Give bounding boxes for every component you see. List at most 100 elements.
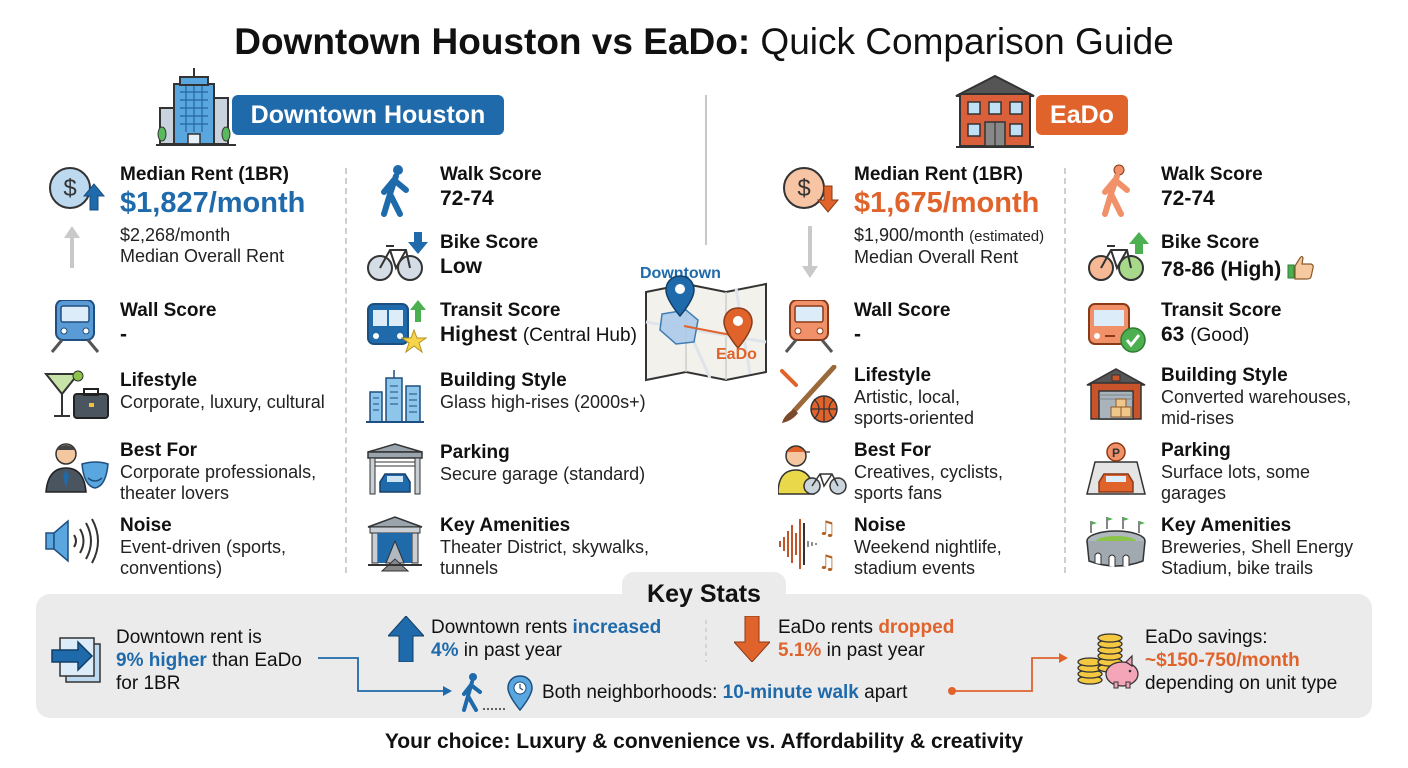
value: Converted warehouses, mid-rises (1161, 387, 1352, 428)
thumbs-up-icon (1287, 254, 1315, 287)
overall-rent-label: Median Overall Rent (120, 246, 285, 266)
heading: Median Rent (1BR) (854, 164, 1023, 185)
page-title: Downtown Houston vs EaDo: Quick Comparis… (0, 20, 1408, 64)
value: 72-74 (1161, 187, 1215, 210)
heading: Median Rent (1BR) (120, 164, 289, 185)
stat-highlight: 4% (431, 640, 459, 661)
soundwave-music-icon: ♫ ♫ (778, 515, 840, 574)
value: Creatives, cyclists, sports fans (854, 462, 1004, 503)
stat-text: depending on unit type (1145, 673, 1338, 694)
heading: Key Amenities (1161, 515, 1292, 536)
value: Glass high-rises (2000s+) (440, 392, 646, 412)
value: 72-74 (440, 187, 494, 210)
stat-walk-distance: Both neighborhoods: 10-minute walk apart (542, 681, 907, 704)
stat-highlight: increased (572, 617, 662, 638)
heading: Parking (440, 442, 510, 463)
coins-piggy-bank-icon (1076, 628, 1142, 690)
value: Weekend nightlife, stadium events (854, 537, 1002, 578)
heading: Wall Score (854, 300, 951, 321)
heading: Noise (854, 515, 906, 536)
heading: Bike Score (1161, 232, 1260, 253)
value: Highest (440, 323, 518, 346)
value: Artistic, local, sports-oriented (854, 387, 975, 428)
stat-highlight: ~$150-750/month (1145, 650, 1300, 671)
heading: Lifestyle (854, 365, 932, 386)
skyscrapers-icon (364, 370, 426, 424)
value: Corporate professionals, theater lovers (120, 462, 317, 503)
stadium-icon (1085, 515, 1147, 569)
value: Secure garage (standard) (440, 464, 646, 484)
bus-check-icon (1085, 300, 1147, 354)
speaker-icon (44, 515, 106, 569)
value: Breweries, Shell Energy Stadium, bike tr… (1161, 537, 1354, 578)
stat-highlight: 5.1% (778, 640, 822, 661)
svg-text:P: P (1112, 446, 1120, 460)
brick-house-icon (954, 74, 1036, 148)
dollar-up-icon: $ (44, 164, 106, 268)
overall-rent-note: (estimated) (969, 228, 1045, 245)
overall-rent-label: Median Overall Rent (854, 247, 1019, 267)
stat-highlight: 9% higher (116, 650, 207, 671)
rent-value: $1,827/month (120, 187, 306, 219)
heading: Walk Score (440, 164, 542, 185)
note: (Central Hub) (522, 325, 637, 346)
rent-value: $1,675/month (854, 187, 1040, 219)
map-label-eado: EaDo (716, 346, 757, 363)
stat-text: Downtown rent is (116, 627, 262, 648)
train-icon (778, 299, 840, 354)
warehouse-icon (1085, 365, 1147, 420)
bus-star-icon (364, 300, 428, 354)
stat-highlight: dropped (878, 617, 955, 638)
map-icon (640, 262, 770, 382)
value: Event-driven (sports, conventions) (120, 537, 287, 578)
heading: Transit Score (440, 300, 561, 321)
heading: Parking (1161, 440, 1231, 461)
arrow-up-icon (386, 615, 426, 663)
stat-text: than EaDo (206, 650, 302, 671)
paintbrush-basketball-icon (778, 364, 840, 423)
walking-person-icon (1085, 164, 1147, 218)
stat-eado-drop: EaDo rents dropped 5.1% in past year (778, 616, 954, 662)
bicycle-up-icon (1085, 232, 1149, 286)
dollar-down-icon: $ (778, 164, 840, 278)
heading: Bike Score (440, 232, 539, 253)
stat-highlight: 10-minute walk (722, 682, 859, 703)
stat-eado-savings: EaDo savings: ~$150-750/month depending … (1145, 626, 1337, 695)
cyclist-person-icon (777, 440, 847, 495)
heading: Noise (120, 515, 172, 536)
heading: Building Style (1161, 365, 1288, 386)
arrow-down-icon (732, 615, 772, 663)
compare-arrow-icon (50, 632, 106, 684)
downtown-badge: Downtown Houston (232, 95, 504, 135)
stat-text: apart (858, 682, 908, 703)
stat-text: EaDo rents (778, 617, 879, 638)
walking-person-icon (364, 164, 426, 218)
center-divider (705, 95, 707, 245)
heading: Best For (120, 440, 198, 461)
office-tower-icon (156, 68, 236, 148)
stat-text: in past year (458, 640, 562, 661)
stat-text: Both neighborhoods: (542, 682, 723, 703)
stat-text: in past year (821, 640, 925, 661)
walk-clock-pin-icon (458, 672, 538, 712)
heading: Wall Score (120, 300, 217, 321)
stat-rent-difference: Downtown rent is 9% higher than EaDo for… (116, 626, 302, 695)
value: - (854, 323, 861, 346)
heading: Lifestyle (120, 370, 198, 391)
footer-tagline: Your choice: Luxury & convenience vs. Af… (384, 730, 1024, 753)
train-icon (44, 299, 106, 354)
stat-text: for 1BR (116, 673, 181, 694)
value: Surface lots, some garages (1161, 462, 1311, 503)
stat-text: Downtown rents (431, 617, 573, 638)
garage-car-icon (364, 442, 426, 496)
stat-downtown-increase: Downtown rents increased 4% in past year (431, 616, 661, 662)
page-title-bold: Downtown Houston vs EaDo: (234, 21, 751, 62)
svg-text:♫: ♫ (818, 550, 836, 573)
page-title-rest: Quick Comparison Guide (750, 21, 1174, 62)
parking-lot-icon: P (1085, 440, 1147, 495)
heading: Building Style (440, 370, 567, 391)
svg-text:$: $ (797, 175, 810, 202)
note: (Good) (1190, 325, 1250, 346)
value: Corporate, luxury, cultural (120, 392, 325, 412)
businessman-theater-mask-icon (44, 440, 109, 494)
